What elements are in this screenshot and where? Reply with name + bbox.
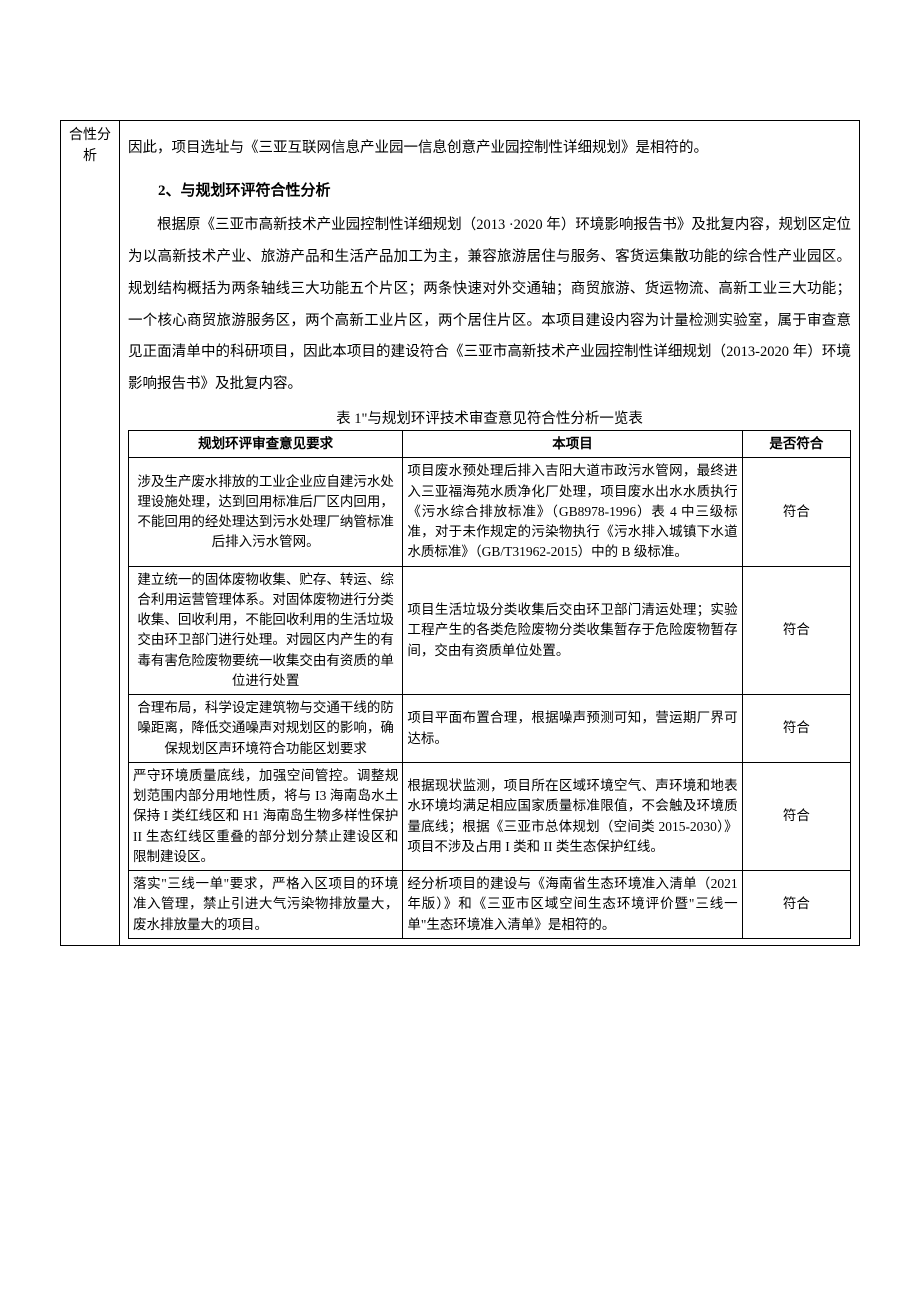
- cell-proj: 项目平面布置合理，根据噪声预测可知，营运期厂界可达标。: [403, 695, 742, 763]
- table-header-row: 规划环评审查意见要求 本项目 是否符合: [129, 431, 851, 458]
- outer-table: 合性分析 因此，项目选址与《三亚互联网信息产业园一信息创意产业园控制性详细规划》…: [60, 120, 860, 946]
- cell-fit: 符合: [742, 566, 850, 695]
- compliance-table: 规划环评审查意见要求 本项目 是否符合 涉及生产废水排放的工业企业应自建污水处理…: [128, 430, 851, 939]
- cell-proj: 经分析项目的建设与《海南省生态环境准入清单（2021 年版）》和《三亚市区域空间…: [403, 871, 742, 939]
- cell-fit: 符合: [742, 458, 850, 566]
- table-row: 落实"三线一单"要求，严格入区项目的环境准入管理，禁止引进大气污染物排放量大，废…: [129, 871, 851, 939]
- cell-req: 落实"三线一单"要求，严格入区项目的环境准入管理，禁止引进大气污染物排放量大，废…: [129, 871, 403, 939]
- para-1: 因此，项目选址与《三亚互联网信息产业园一信息创意产业园控制性详细规划》是相符的。: [128, 133, 851, 165]
- cell-proj: 根据现状监测，项目所在区域环境空气、声环境和地表水环境均满足相应国家质量标准限值…: [403, 762, 742, 870]
- cell-fit: 符合: [742, 762, 850, 870]
- col-header-requirement: 规划环评审查意见要求: [129, 431, 403, 458]
- page: 合性分析 因此，项目选址与《三亚互联网信息产业园一信息创意产业园控制性详细规划》…: [0, 0, 920, 1066]
- para-2: 根据原《三亚市高新技术产业园控制性详细规划（2013 ·2020 年）环境影响报…: [128, 210, 851, 401]
- cell-fit: 符合: [742, 695, 850, 763]
- body-cell: 因此，项目选址与《三亚互联网信息产业园一信息创意产业园控制性详细规划》是相符的。…: [120, 121, 860, 946]
- side-label-cell: 合性分析: [61, 121, 120, 946]
- table-row: 严守环境质量底线，加强空间管控。调整规划范围内部分用地性质，将与 I3 海南岛水…: [129, 762, 851, 870]
- side-label-text: 合性分析: [69, 128, 111, 164]
- table-row: 合理布局，科学设定建筑物与交通干线的防噪距离，降低交通噪声对规划区的影响，确保规…: [129, 695, 851, 763]
- inner-table-caption: 表 1"与规划环评技术审查意见符合性分析一览表: [128, 407, 851, 428]
- table-row: 建立统一的固体废物收集、贮存、转运、综合利用运营管理体系。对固体废物进行分类收集…: [129, 566, 851, 695]
- cell-req: 涉及生产废水排放的工业企业应自建污水处理设施处理，达到回用标准后厂区内回用，不能…: [129, 458, 403, 566]
- cell-req: 严守环境质量底线，加强空间管控。调整规划范围内部分用地性质，将与 I3 海南岛水…: [129, 762, 403, 870]
- cell-req: 建立统一的固体废物收集、贮存、转运、综合利用运营管理体系。对固体废物进行分类收集…: [129, 566, 403, 695]
- table-row: 涉及生产废水排放的工业企业应自建污水处理设施处理，达到回用标准后厂区内回用，不能…: [129, 458, 851, 566]
- cell-fit: 符合: [742, 871, 850, 939]
- cell-proj: 项目生活垃圾分类收集后交由环卫部门清运处理；实验工程产生的各类危险废物分类收集暂…: [403, 566, 742, 695]
- cell-req: 合理布局，科学设定建筑物与交通干线的防噪距离，降低交通噪声对规划区的影响，确保规…: [129, 695, 403, 763]
- col-header-project: 本项目: [403, 431, 742, 458]
- col-header-fit: 是否符合: [742, 431, 850, 458]
- cell-proj: 项目废水预处理后排入吉阳大道市政污水管网，最终进入三亚福海苑水质净化厂处理，项目…: [403, 458, 742, 566]
- subhead-2: 2、与规划环评符合性分析: [128, 179, 851, 200]
